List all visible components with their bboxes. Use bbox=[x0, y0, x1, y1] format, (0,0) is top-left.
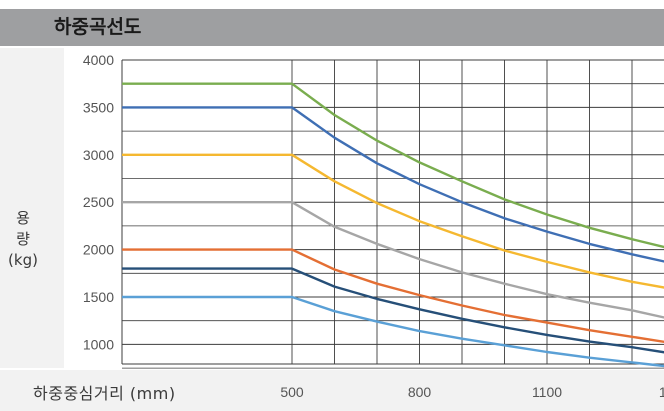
y-tick-label: 1500 bbox=[83, 289, 114, 305]
y-axis-label-line: (kg) bbox=[8, 251, 38, 269]
x-tick-label: 500 bbox=[280, 384, 304, 400]
series-line-5 bbox=[122, 248, 664, 344]
y-tick-label: 2000 bbox=[83, 242, 114, 258]
series-line-7 bbox=[122, 295, 664, 368]
series-line-6 bbox=[122, 267, 664, 354]
y-tick-label: 3500 bbox=[83, 99, 114, 115]
series-line-1 bbox=[122, 82, 664, 249]
y-tick-label: 1000 bbox=[83, 336, 114, 352]
chart-title: 하중곡선도 bbox=[54, 16, 142, 38]
y-tick-label: 2500 bbox=[83, 194, 114, 210]
x-axis-footer: 하중중심거리 (mm) bbox=[0, 370, 664, 411]
y-axis-label-line: 용 bbox=[16, 209, 30, 227]
series-line-3 bbox=[122, 153, 664, 289]
y-axis-label-column: 용 량 (kg) bbox=[0, 48, 64, 368]
x-tick-label: 1400 bbox=[659, 384, 664, 400]
y-tick-label: 3000 bbox=[83, 147, 114, 163]
x-tick-label: 800 bbox=[408, 384, 432, 400]
y-axis-label: 용 량 (kg) bbox=[0, 208, 46, 271]
series-line-2 bbox=[122, 106, 664, 263]
x-axis-label: 하중중심거리 (mm) bbox=[33, 384, 176, 403]
title-bar: 하중곡선도 bbox=[0, 9, 664, 46]
y-axis-label-line: 량 bbox=[16, 230, 30, 248]
series-line-4 bbox=[122, 201, 664, 319]
plot-area bbox=[64, 48, 664, 368]
y-tick-label: 4000 bbox=[83, 52, 114, 68]
x-tick-label: 1100 bbox=[532, 384, 562, 400]
